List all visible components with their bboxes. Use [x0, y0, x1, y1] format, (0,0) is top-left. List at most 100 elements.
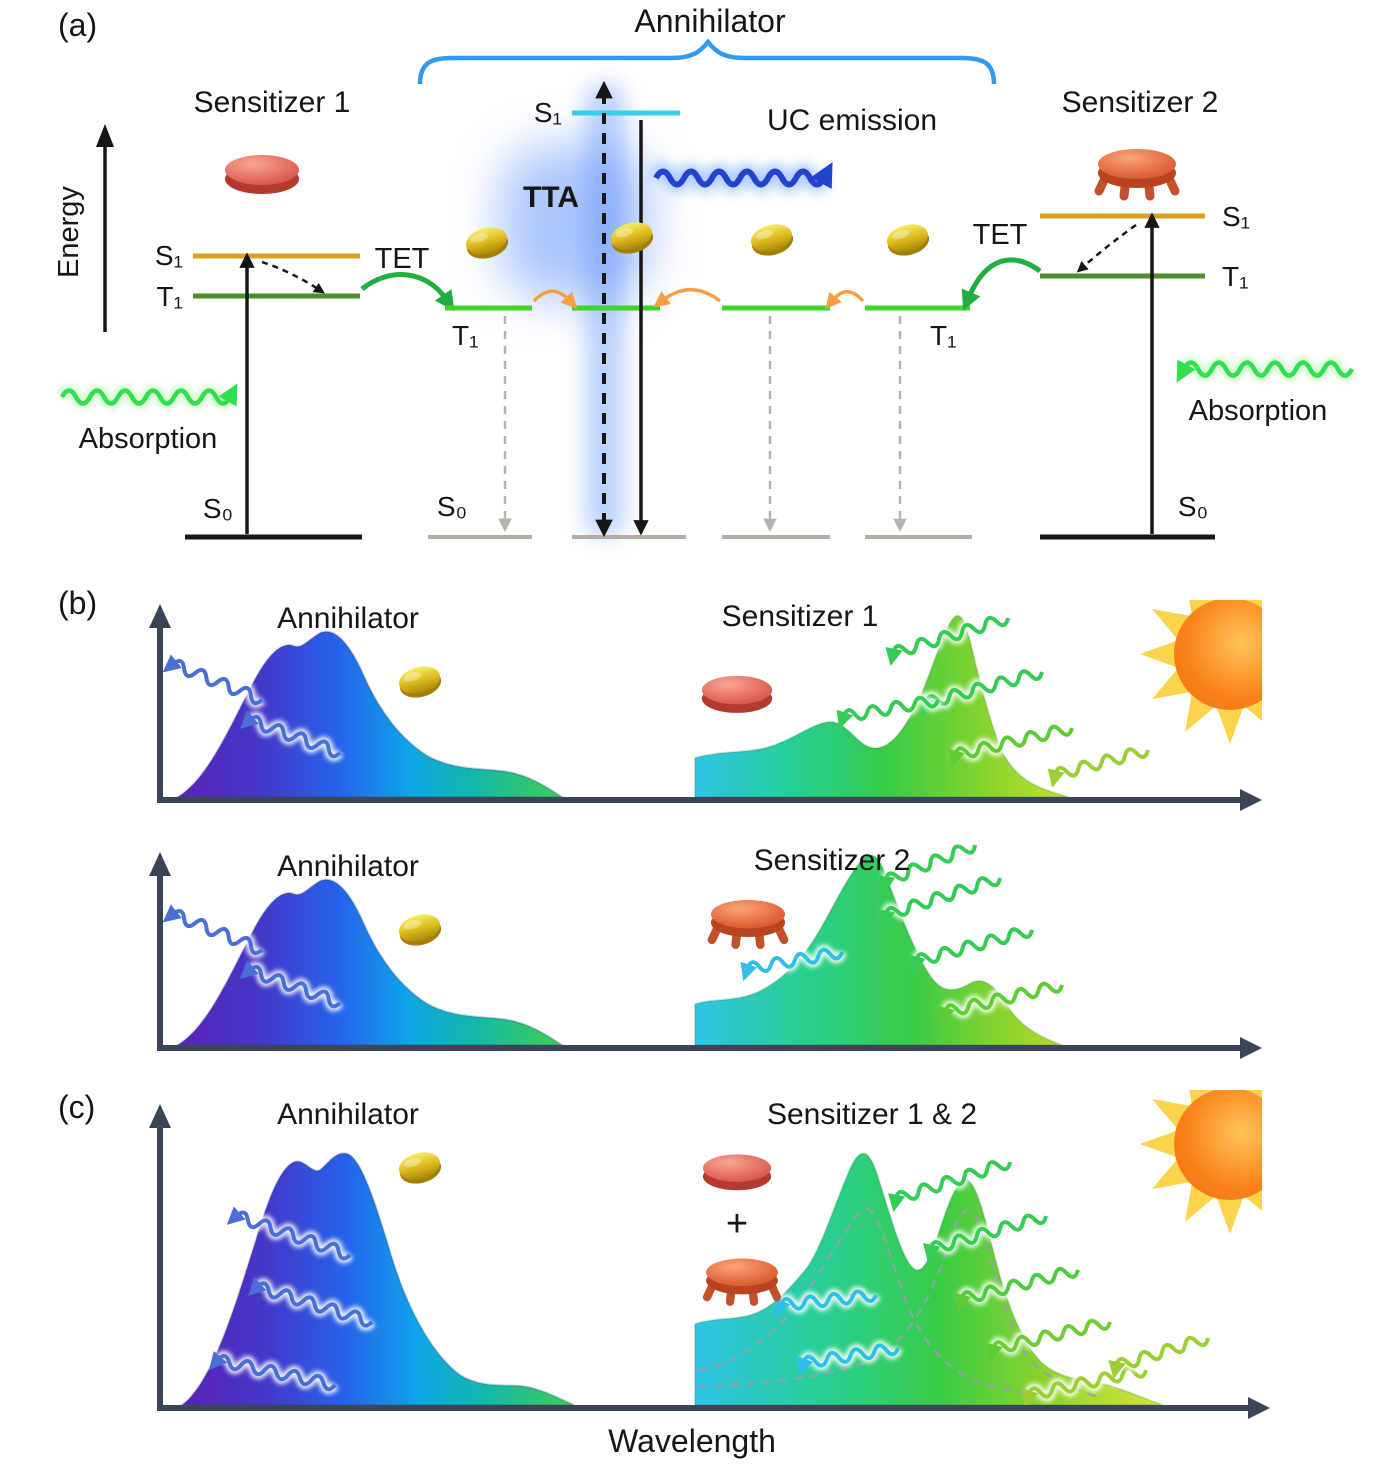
tet-arrow-left	[360, 272, 455, 312]
annihilator-title: Annihilator	[634, 3, 786, 39]
absorption-label-left: Absorption	[79, 423, 218, 455]
sensitizer2-s0-label: S₀	[1178, 491, 1208, 522]
photon-arrow-green	[918, 666, 1047, 716]
combined-sensitizer-spectrum	[694, 1152, 1164, 1406]
photon-arrow-green	[1108, 1332, 1213, 1379]
energy-axis-label: Energy	[53, 186, 85, 278]
photon-arrow-green	[1047, 744, 1153, 788]
plot1-sensitizer1-label: Sensitizer 1	[722, 600, 879, 633]
panel-c: (c)	[58, 1054, 1320, 1459]
plot1-x-arrowhead	[1240, 789, 1262, 811]
sensitizer2-label: Sensitizer 2	[1062, 86, 1219, 119]
annihilator-molecule-icon	[883, 220, 933, 260]
annihilator-molecule-icon	[747, 220, 797, 260]
sensitizer2-molecule-icon	[706, 1259, 778, 1302]
absorption-arrow-right	[1176, 356, 1358, 383]
plot2-y-arrowhead	[149, 852, 171, 876]
photon-arrow-blue	[247, 1277, 376, 1331]
sensitizer2-molecule-icon	[1098, 149, 1176, 196]
panel-b: (b)	[58, 564, 1320, 1059]
sensitizer2-t1-label: T₁	[1222, 261, 1249, 292]
energy-axis-arrowhead	[96, 124, 114, 147]
panelc-annihilator-label: Annihilator	[277, 1098, 419, 1131]
isc-arrow	[1076, 223, 1137, 273]
absorption-arrow-left	[56, 383, 238, 410]
sensitizer1-component-dashed	[697, 1208, 1103, 1400]
photon-arrow-green	[985, 1315, 1115, 1362]
sensitizer1-disk-icon	[225, 155, 299, 194]
annihilator-molecule-icon	[395, 910, 445, 950]
annihilator-s0-label: S₀	[437, 491, 467, 522]
photon-arrow-blue	[162, 904, 266, 959]
plot2-axes	[157, 866, 1248, 1051]
panel-a-tag: (a)	[58, 7, 97, 43]
plot2-annihilator-label: Annihilator	[277, 850, 419, 883]
photon-arrow-blue	[239, 710, 344, 762]
sensitizer2-component-dashed	[697, 1207, 1045, 1398]
triplet-hop-arrow	[653, 288, 722, 308]
tet-label-right: TET	[973, 219, 1028, 251]
photon-arrow-green	[836, 692, 943, 730]
plot1-axes	[157, 618, 1248, 803]
panelc-sensitizers-label: Sensitizer 1 & 2	[767, 1098, 977, 1131]
wavelength-axis-label: Wavelength	[608, 1423, 776, 1459]
photon-arrow-cyan	[774, 1286, 881, 1318]
photon-arrow-green	[878, 873, 1005, 929]
sensitizer1-t1-label: T₁	[156, 281, 183, 312]
annihilator-t1-label-left: T₁	[452, 320, 479, 351]
sensitizer1-disk-icon	[702, 1154, 772, 1191]
plot1-y-arrowhead	[149, 604, 171, 628]
photon-arrow-green	[947, 721, 1077, 768]
plot-2: Annihilator Sensitizer 2	[149, 841, 1262, 1059]
annihilator-emission-spectrum	[177, 630, 563, 798]
plot-1: Annihilator Sensitizer 1	[149, 564, 1320, 811]
sun-icon	[1140, 1054, 1320, 1234]
sensitizer1-disk-icon	[701, 675, 773, 713]
photon-arrow-blue	[209, 1350, 339, 1395]
panelc-x-arrowhead	[1248, 1397, 1270, 1419]
photon-arrow-green	[954, 1263, 1083, 1312]
photon-arrow-blue	[162, 654, 266, 709]
panelc-y-arrowhead	[149, 1104, 171, 1128]
plus-sign: +	[726, 1203, 748, 1245]
plot1-annihilator-label: Annihilator	[277, 602, 419, 635]
photon-arrow-green	[908, 924, 1037, 974]
sensitizer2-absorption-spectrum	[694, 854, 1063, 1046]
sensitizer1-label: Sensitizer 1	[194, 86, 351, 119]
annihilator-molecule-icon	[395, 662, 445, 702]
annihilator-emission-spectrum	[177, 878, 563, 1046]
sensitizer2-molecule-icon	[711, 900, 785, 945]
photon-arrow-cyan	[796, 1340, 903, 1376]
annihilator-t1-label-right: T₁	[930, 320, 957, 351]
uc-emission-label: UC emission	[767, 104, 937, 137]
isc-arrow	[261, 260, 325, 294]
photon-arrow-blue	[226, 1206, 354, 1264]
sensitizer1-s0-label: S₀	[203, 493, 233, 524]
absorption-label-right: Absorption	[1189, 395, 1328, 427]
annihilator-molecule-icon	[395, 1148, 445, 1188]
photon-arrow-cyan	[740, 944, 847, 982]
photon-arrow-green	[888, 1157, 1015, 1213]
photon-arrow-green	[877, 841, 980, 895]
photon-arrow-green	[937, 978, 1067, 1025]
annihilator-s1-label: S₁	[534, 97, 562, 128]
tta-glow	[500, 145, 650, 300]
annihilator-emission-spectrum	[178, 1152, 575, 1406]
panel-a: (a) Annihilator Energy Sensitizer 1 S₁ T…	[53, 3, 1358, 540]
photon-arrow-green	[923, 1210, 1051, 1262]
plot2-sensitizer2-label: Sensitizer 2	[754, 844, 911, 877]
tet-arrow-right	[961, 257, 1042, 311]
sensitizer1-s1-label: S₁	[155, 240, 183, 271]
sensitizer2-s1-label: S₁	[1222, 201, 1250, 232]
tta-label: TTA	[523, 181, 579, 214]
sun-icon	[1140, 564, 1320, 744]
panelc-axes	[157, 1118, 1256, 1411]
triplet-hop-arrow	[532, 289, 578, 309]
panel-b-tag: (b)	[58, 585, 97, 621]
annihilator-brace	[417, 38, 997, 85]
tet-label-left: TET	[375, 243, 430, 275]
photon-arrow-green	[885, 612, 1013, 667]
panel-c-tag: (c)	[58, 1089, 95, 1125]
uc-emission-arrow	[648, 162, 833, 193]
